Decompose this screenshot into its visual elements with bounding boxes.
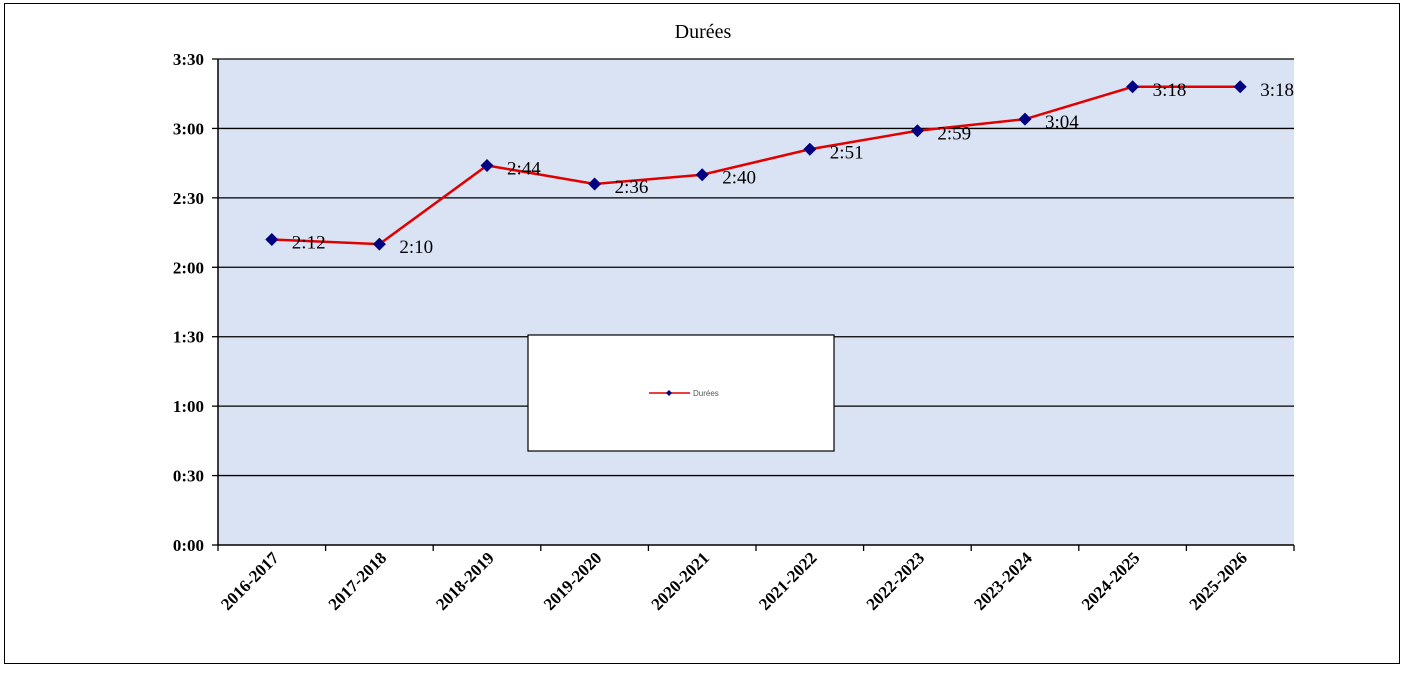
data-label: 2:36	[615, 177, 649, 198]
y-tick-label: 2:00	[173, 258, 204, 277]
chart-frame	[4, 3, 1400, 664]
x-tick-label: 2025-2026	[1185, 548, 1251, 614]
data-point	[1233, 80, 1247, 94]
data-label: 3:18	[1260, 80, 1294, 101]
plot-area	[218, 59, 1294, 545]
data-label: 2:40	[722, 168, 756, 189]
y-tick-label: 3:30	[173, 50, 204, 69]
x-tick-label: 2024-2025	[1078, 548, 1144, 614]
x-tick-label: 2023-2024	[970, 548, 1036, 614]
y-tick-label: 1:30	[173, 328, 204, 347]
x-tick-label: 2020-2021	[647, 548, 713, 614]
data-label: 3:04	[1045, 112, 1079, 133]
data-point	[695, 168, 709, 182]
y-tick-label: 3:00	[173, 119, 204, 138]
series-line	[271, 85, 1241, 246]
x-tick-label: 2018-2019	[432, 548, 498, 614]
data-label: 2:59	[937, 124, 971, 145]
x-tick-label: 2016-2017	[217, 548, 283, 614]
data-label: 2:44	[507, 158, 541, 179]
x-tick-label: 2017-2018	[325, 548, 391, 614]
x-tick-label: 2021-2022	[755, 548, 821, 614]
data-point	[1018, 112, 1032, 126]
y-tick-label: 0:30	[173, 467, 204, 486]
y-tick-label: 0:00	[173, 536, 204, 555]
y-tick-label: 1:00	[173, 397, 204, 416]
data-point	[480, 158, 494, 172]
data-point	[372, 237, 386, 251]
data-point	[910, 124, 924, 138]
data-point	[588, 177, 602, 191]
legend-marker	[666, 390, 672, 396]
data-point	[803, 142, 817, 156]
data-point	[265, 233, 279, 247]
legend-label: Durées	[693, 389, 719, 398]
y-tick-label: 2:30	[173, 189, 204, 208]
x-tick-label: 2022-2023	[863, 548, 929, 614]
data-label: 2:10	[399, 237, 433, 258]
data-label: 3:18	[1153, 80, 1187, 101]
data-label: 2:51	[830, 142, 864, 163]
data-point	[1126, 80, 1140, 94]
x-tick-label: 2019-2020	[540, 548, 606, 614]
data-label: 2:12	[292, 233, 326, 254]
chart-title: Durées	[675, 21, 732, 43]
